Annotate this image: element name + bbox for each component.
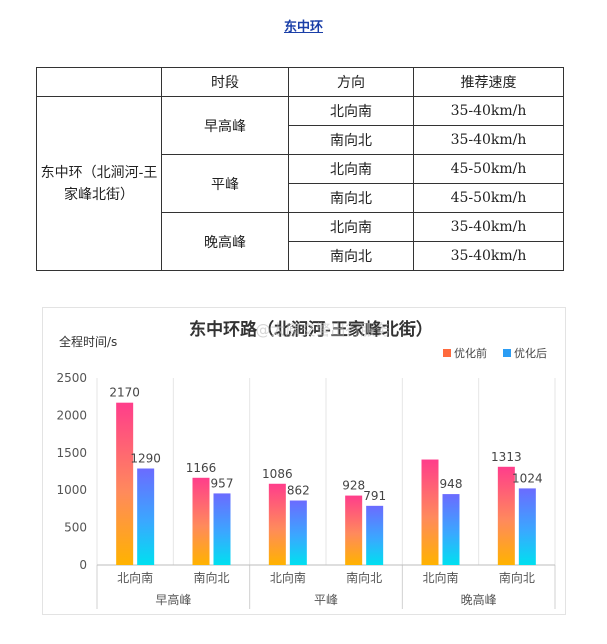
bar-before bbox=[192, 477, 210, 565]
bar-after bbox=[442, 494, 460, 565]
bar-after bbox=[213, 493, 231, 565]
y-tick-label: 2000 bbox=[56, 408, 87, 422]
header-empty bbox=[36, 67, 162, 97]
direction-cell: 北向南 bbox=[288, 96, 414, 126]
bar-before bbox=[421, 459, 439, 565]
y-tick-label: 0 bbox=[79, 558, 87, 572]
period-cell: 早高峰 bbox=[161, 96, 289, 155]
legend-swatch-before bbox=[443, 349, 451, 357]
data-label: 1290 bbox=[130, 452, 161, 466]
bar-after bbox=[137, 468, 155, 565]
speed-cell: 45-50km/h bbox=[413, 154, 564, 184]
bar-before bbox=[268, 483, 286, 565]
data-label: 948 bbox=[440, 477, 463, 491]
bar-chart: 东中环路（北涧河-王家峰北街） @太原交警出行服务 全程时间/s 优化前 优化后 … bbox=[56, 319, 556, 609]
y-axis-label: 全程时间/s bbox=[59, 334, 117, 349]
direction-cell: 南向北 bbox=[288, 183, 414, 213]
y-tick-label: 2500 bbox=[56, 371, 87, 385]
data-label: 1086 bbox=[262, 467, 293, 481]
header-speed: 推荐速度 bbox=[413, 67, 564, 97]
bar-before bbox=[497, 466, 515, 565]
header-direction: 方向 bbox=[288, 67, 414, 97]
data-label: 1313 bbox=[491, 450, 522, 464]
speed-table: 时段 方向 推荐速度 东中环（北涧河-王家峰北街） 早高峰 北向南 35-40k… bbox=[36, 67, 564, 271]
speed-cell: 35-40km/h bbox=[413, 96, 564, 126]
table-row: 晚高峰 北向南 35-40km/h bbox=[37, 212, 564, 271]
speed-cell: 45-50km/h bbox=[413, 183, 564, 213]
data-label: 957 bbox=[211, 476, 234, 490]
data-label: 862 bbox=[287, 484, 310, 498]
legend-label: 优化前 bbox=[454, 346, 487, 360]
direction-cell: 北向南 bbox=[288, 212, 414, 242]
y-tick-label: 500 bbox=[64, 521, 87, 535]
period-cell: 晚高峰 bbox=[161, 212, 289, 271]
table-row: 南向北 45-50km/h bbox=[37, 183, 564, 213]
table-row: 南向北 35-40km/h bbox=[37, 125, 564, 155]
x-tick-label: 北向南 bbox=[117, 570, 153, 585]
direction-cell: 南向北 bbox=[288, 125, 414, 155]
x-tick-label: 南向北 bbox=[499, 570, 535, 585]
legend: 优化前 优化后 bbox=[443, 346, 547, 360]
bar-before bbox=[345, 495, 363, 565]
y-tick-label: 1000 bbox=[56, 483, 87, 497]
direction-cell: 北向南 bbox=[288, 154, 414, 184]
period-cell: 平峰 bbox=[161, 154, 289, 213]
data-label: 928 bbox=[342, 479, 365, 493]
x-tick-label: 北向南 bbox=[270, 570, 306, 585]
y-tick-label: 1500 bbox=[56, 446, 87, 460]
group-label: 晚高峰 bbox=[461, 592, 497, 607]
x-tick-label: 北向南 bbox=[422, 570, 458, 585]
bar-after bbox=[289, 500, 307, 565]
bar-after bbox=[518, 488, 536, 565]
data-label: 791 bbox=[363, 489, 386, 503]
group-label: 平峰 bbox=[314, 593, 338, 607]
chart-card: 东中环路（北涧河-王家峰北街） @太原交警出行服务 全程时间/s 优化前 优化后 … bbox=[42, 307, 566, 615]
direction-cell: 南向北 bbox=[288, 241, 414, 271]
data-label: 1166 bbox=[186, 461, 217, 475]
table-row: 南向北 35-40km/h bbox=[37, 241, 564, 271]
bar-before bbox=[116, 402, 134, 565]
table-header-row: 时段 方向 推荐速度 bbox=[36, 67, 564, 97]
top-link-container: 东中环 bbox=[0, 16, 607, 35]
legend-swatch-after bbox=[503, 349, 511, 357]
group-label: 早高峰 bbox=[155, 592, 191, 607]
chart-title: 东中环路（北涧河-王家峰北街） bbox=[189, 319, 433, 339]
speed-cell: 35-40km/h bbox=[413, 241, 564, 271]
bar-after bbox=[366, 505, 384, 565]
road-link[interactable]: 东中环 bbox=[283, 20, 323, 35]
x-tick-label: 南向北 bbox=[346, 570, 382, 585]
legend-label: 优化后 bbox=[514, 346, 547, 360]
watermark-text: @太原交警出行服务 bbox=[255, 321, 390, 339]
table-row: 东中环（北涧河-王家峰北街） 早高峰 北向南 35-40km/h bbox=[36, 96, 564, 271]
data-label: 1024 bbox=[512, 471, 543, 485]
x-tick-label: 南向北 bbox=[193, 570, 229, 585]
road-name-cell: 东中环（北涧河-王家峰北街） bbox=[36, 96, 162, 271]
header-period: 时段 bbox=[161, 67, 289, 97]
speed-cell: 35-40km/h bbox=[413, 212, 564, 242]
data-label: 2170 bbox=[109, 386, 140, 400]
speed-cell: 35-40km/h bbox=[413, 125, 564, 155]
